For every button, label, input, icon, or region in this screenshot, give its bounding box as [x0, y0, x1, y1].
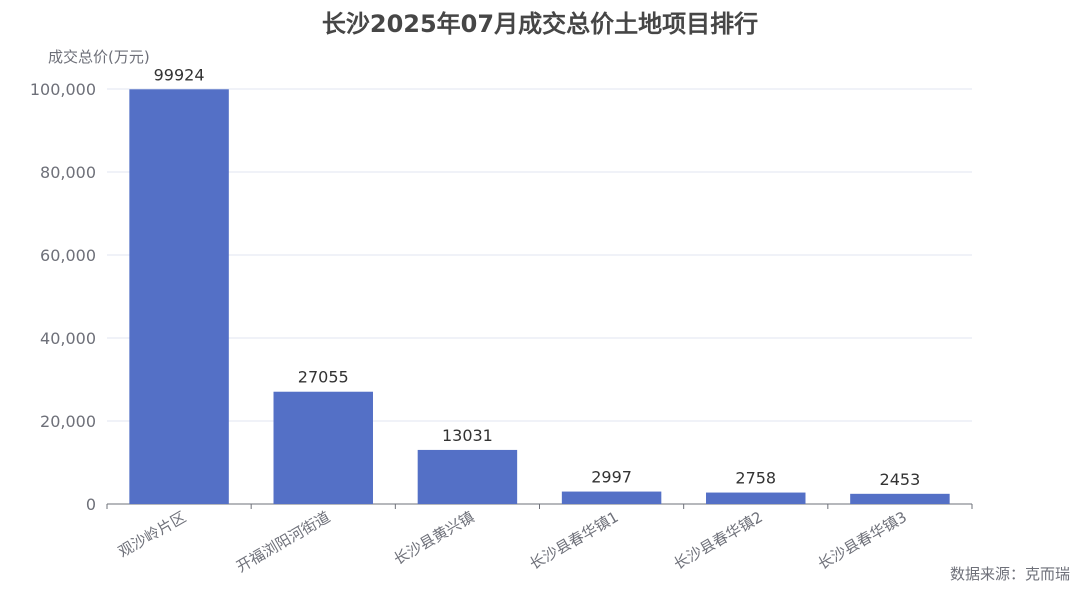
bar-value-label: 2997 [591, 468, 632, 487]
bar [129, 89, 229, 504]
bar [417, 449, 518, 504]
y-tick-label: 60,000 [40, 246, 96, 265]
bar-value-label: 13031 [442, 426, 493, 445]
bar-value-label: 27055 [298, 368, 349, 387]
x-tick-label: 开福浏阳河街道 [233, 508, 333, 576]
x-tick-label: 长沙县春华镇1 [526, 508, 621, 573]
chart-title: 长沙2025年07月成交总价土地项目排行 [321, 10, 759, 38]
bar [561, 491, 662, 504]
y-tick-label: 20,000 [40, 412, 96, 431]
x-tick-label: 长沙县春华镇3 [815, 508, 910, 573]
y-axis-label: 成交总价(万元) [48, 48, 150, 66]
bar [706, 492, 806, 504]
bar-value-label: 2453 [880, 470, 921, 489]
bar-value-label: 2758 [735, 469, 776, 488]
y-tick-label: 100,000 [30, 80, 96, 99]
x-tick-label: 观沙岭片区 [115, 508, 189, 561]
y-tick-label: 40,000 [40, 329, 96, 348]
bar-value-label: 99924 [154, 65, 205, 84]
y-tick-label: 80,000 [40, 163, 96, 182]
x-tick-label: 长沙县春华镇2 [671, 508, 766, 573]
y-tick-label: 0 [86, 495, 96, 514]
x-tick-label: 长沙县黄兴镇 [390, 508, 477, 569]
bar [273, 391, 373, 504]
bar [850, 493, 950, 504]
data-source-note: 数据来源：克而瑞 [949, 565, 1070, 583]
